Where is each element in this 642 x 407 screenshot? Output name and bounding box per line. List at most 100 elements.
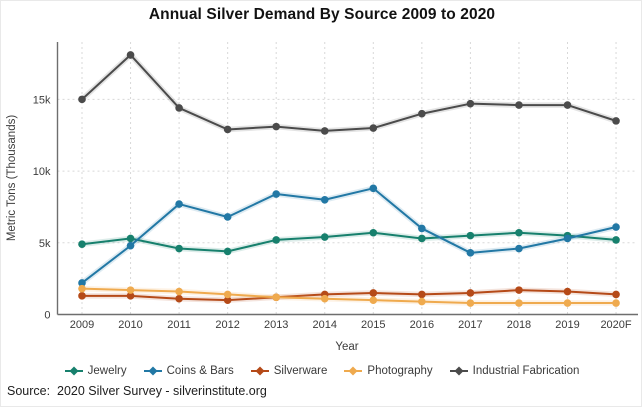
- series-line: [81, 287, 617, 305]
- data-point-jewelry-2017: [466, 231, 475, 240]
- data-point-industrial-fabrication-2020f: [612, 117, 620, 125]
- x-tick-label: 2013: [264, 319, 288, 331]
- data-point-industrial-fabrication-2012: [223, 125, 232, 134]
- legend-item-silverware: Silverware: [250, 365, 328, 377]
- data-point-jewelry-2012: [223, 247, 232, 256]
- legend-item-label: Jewelry: [87, 365, 127, 377]
- series-halo: [80, 52, 617, 134]
- legend-item-label: Industrial Fabrication: [472, 365, 580, 377]
- series-industrial-fabrication: [78, 51, 620, 135]
- data-point-silverware-2018: [515, 286, 523, 294]
- data-point-industrial-fabrication-2009: [78, 95, 86, 104]
- legend-item-label: Photography: [367, 365, 433, 377]
- data-point-photography-2018: [515, 299, 523, 307]
- data-point-silverware-2010: [126, 292, 135, 300]
- chart-title: Annual Silver Demand By Source 2009 to 2…: [148, 6, 496, 23]
- legend-item-label: Silverware: [273, 365, 328, 377]
- x-axis-title: Year: [335, 341, 358, 353]
- x-tick-label: 2015: [361, 319, 385, 331]
- data-point-jewelry-2014: [320, 233, 329, 241]
- data-point-coins-bars-2020f: [612, 223, 620, 231]
- axes: [56, 42, 638, 316]
- data-point-industrial-fabrication-2013: [272, 122, 281, 131]
- series-jewelry: [78, 228, 620, 256]
- y-tick-label: 5k: [39, 238, 51, 250]
- data-point-silverware-2020f: [612, 290, 620, 299]
- data-point-coins-bars-2012: [223, 213, 232, 221]
- data-point-coins-bars-2009: [78, 279, 86, 287]
- series-silverware: [78, 286, 620, 304]
- series-line: [82, 289, 617, 302]
- x-tick-label: 2009: [70, 319, 94, 331]
- x-tick-label: 2010: [118, 319, 142, 331]
- series-line: [81, 231, 617, 253]
- data-point-industrial-fabrication-2011: [175, 104, 183, 112]
- legend-marker-icon: [250, 366, 269, 376]
- x-tick-label: 2017: [458, 319, 482, 331]
- legend-marker-icon: [449, 366, 468, 376]
- data-point-photography-2014: [320, 294, 329, 303]
- legend-item-photography: Photography: [344, 365, 433, 377]
- data-point-silverware-2015: [369, 289, 378, 297]
- data-point-industrial-fabrication-2015: [369, 124, 378, 132]
- data-point-industrial-fabrication-2014: [320, 127, 329, 135]
- legend-marker-icon: [344, 366, 363, 376]
- data-point-silverware-2012: [223, 296, 232, 304]
- data-point-coins-bars-2019: [563, 234, 572, 243]
- data-point-photography-2012: [223, 290, 232, 299]
- legend: Jewelry Coins & Bars Silverware Photography…: [1, 365, 641, 377]
- series-line: [81, 53, 617, 132]
- legend-marker-icon: [143, 366, 162, 376]
- data-point-photography-2015: [369, 296, 378, 304]
- series-line: [81, 187, 617, 284]
- x-tick-label: 2012: [215, 319, 239, 331]
- legend-marker-icon: [64, 366, 83, 376]
- x-tick-label: 2020F: [600, 319, 631, 331]
- legend-item-industrial-fabrication: Industrial Fabrication: [449, 365, 580, 377]
- legend-item-coins-bars: Coins & Bars: [143, 365, 234, 377]
- data-point-silverware-2011: [175, 294, 183, 303]
- series-coins-bars: [78, 184, 620, 287]
- y-axis-title: Metric Tons (Thousands): [6, 115, 18, 242]
- data-point-industrial-fabrication-2016: [418, 109, 426, 118]
- data-point-photography-2017: [466, 299, 475, 307]
- data-point-industrial-fabrication-2019: [563, 101, 572, 109]
- data-point-silverware-2009: [78, 292, 86, 300]
- data-point-silverware-2019: [563, 287, 572, 296]
- data-point-photography-2016: [418, 297, 426, 306]
- tick-labels: 2009 2010 2011 2012 2013 2014 2015 2016 2017 2018…: [33, 94, 632, 331]
- data-point-industrial-fabrication-2018: [515, 101, 523, 109]
- data-point-photography-2009: [78, 284, 86, 293]
- data-point-silverware-2017: [466, 289, 475, 297]
- x-tick-label: 2018: [507, 319, 531, 331]
- legend-item-label: Coins & Bars: [166, 365, 234, 377]
- data-point-industrial-fabrication-2010: [126, 51, 135, 59]
- data-point-coins-bars-2013: [272, 190, 281, 198]
- y-tick-label: 10k: [33, 166, 51, 178]
- data-point-coins-bars-2018: [515, 244, 523, 253]
- data-point-industrial-fabrication-2017: [466, 99, 475, 108]
- data-point-coins-bars-2011: [175, 200, 183, 208]
- data-point-coins-bars-2010: [126, 241, 135, 250]
- x-tick-label: 2014: [313, 319, 337, 331]
- gridlines: [57, 42, 637, 315]
- data-point-silverware-2016: [418, 290, 426, 299]
- data-point-coins-bars-2015: [369, 184, 378, 193]
- data-point-jewelry-2018: [515, 228, 523, 237]
- data-point-photography-2011: [175, 287, 183, 296]
- data-point-coins-bars-2016: [418, 224, 426, 233]
- data-point-photography-2020f: [612, 299, 620, 307]
- data-point-jewelry-2010: [126, 234, 135, 243]
- data-point-photography-2019: [563, 299, 572, 307]
- x-tick-label: 2019: [555, 319, 579, 331]
- x-tick-label: 2011: [167, 319, 191, 331]
- data-point-jewelry-2015: [369, 228, 378, 237]
- data-point-jewelry-2009: [78, 240, 86, 249]
- series-layer: [78, 51, 620, 307]
- series-photography: [78, 284, 620, 307]
- y-tick-label: 15k: [33, 94, 51, 106]
- data-point-jewelry-2016: [418, 234, 426, 243]
- data-point-coins-bars-2014: [320, 195, 329, 204]
